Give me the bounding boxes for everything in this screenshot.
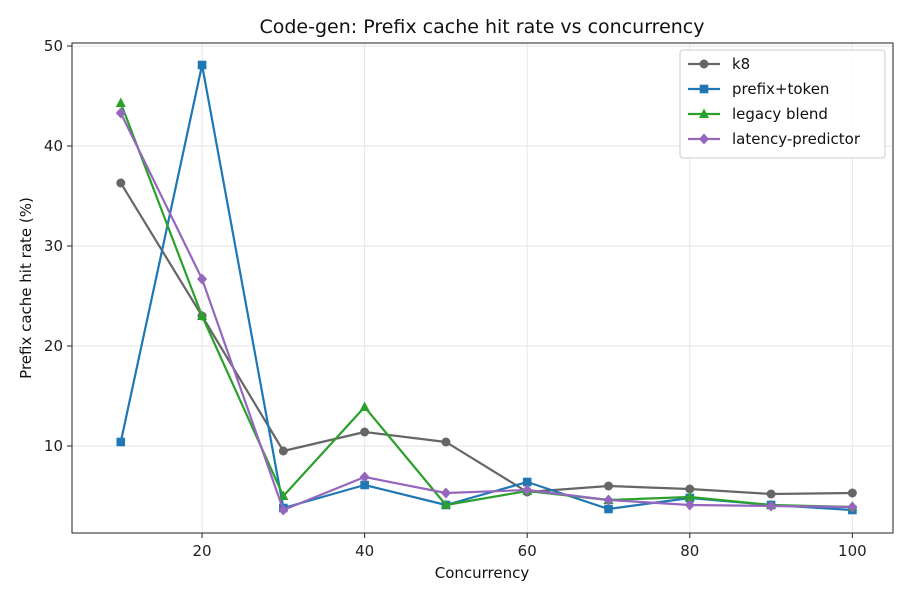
series-k8 <box>116 178 857 499</box>
data-point-legacy-blend <box>278 490 289 500</box>
legend-entry-legacy-blend: legacy blend <box>688 105 828 123</box>
plot-area <box>115 60 858 516</box>
data-point-k8 <box>847 488 857 498</box>
y-tick-label: 10 <box>44 437 63 455</box>
data-point-legacy-blend <box>197 310 208 320</box>
legend-label: prefix+token <box>732 80 829 98</box>
x-axis-label: Concurrency <box>435 564 530 582</box>
data-point-latency-predictor <box>684 499 695 511</box>
data-point-k8 <box>603 481 613 491</box>
data-point-prefix-token <box>604 504 613 514</box>
data-point-latency-predictor <box>847 501 858 513</box>
legend-entry-prefix-token: prefix+token <box>688 80 829 98</box>
x-tick-label: 80 <box>680 542 699 560</box>
plot-frame <box>71 42 894 534</box>
y-axis-label: Prefix cache hit rate (%) <box>17 197 35 379</box>
data-point-latency-predictor <box>197 273 208 285</box>
legend-label: legacy blend <box>732 105 828 123</box>
x-tick-label: 60 <box>518 542 537 560</box>
data-point-prefix-token <box>197 60 207 70</box>
data-point-k8 <box>116 178 126 188</box>
series-legacy-blend <box>115 97 858 511</box>
y-tick-label: 20 <box>44 337 63 355</box>
legend-label: latency-predictor <box>732 130 861 148</box>
legend-entry-latency-predictor: latency-predictor <box>688 130 861 148</box>
legend-marker <box>699 84 709 94</box>
legend-box <box>679 49 886 159</box>
series-line-legacy-blend <box>119 102 853 509</box>
data-point-latency-predictor <box>440 487 451 499</box>
data-point-latency-predictor <box>278 504 289 516</box>
y-tick-label: 40 <box>44 137 63 155</box>
data-point-prefix-token <box>360 480 369 490</box>
data-point-latency-predictor <box>115 107 126 119</box>
data-point-latency-predictor <box>603 494 614 506</box>
data-point-k8 <box>685 484 695 494</box>
data-point-legacy-blend <box>115 97 126 107</box>
data-point-k8 <box>441 437 451 447</box>
axis-ticks: 20 40 60 80 100 10 20 30 40 50 <box>44 37 867 560</box>
chart-title: Code-gen: Prefix cache hit rate vs concu… <box>259 16 704 38</box>
series-line-latency-predictor <box>119 112 853 512</box>
data-point-prefix-token <box>116 437 126 447</box>
data-point-legacy-blend <box>440 499 451 509</box>
data-point-prefix-token <box>522 477 532 487</box>
legend-label: k8 <box>732 55 750 73</box>
legend: k8 prefix+token legacy blend latency-predic… <box>679 49 886 159</box>
series-line-k8 <box>119 182 853 496</box>
series-latency-predictor <box>115 107 858 516</box>
legend-marker <box>699 59 709 69</box>
data-point-k8 <box>360 427 370 437</box>
legend-marker <box>699 133 709 145</box>
data-point-latency-predictor <box>766 500 777 512</box>
data-point-latency-predictor <box>359 471 370 483</box>
y-tick-label: 30 <box>44 237 63 255</box>
data-point-k8 <box>766 489 776 499</box>
legend-marker <box>699 108 709 118</box>
data-point-legacy-blend <box>684 491 695 501</box>
data-point-legacy-blend <box>359 401 370 411</box>
y-tick-label: 50 <box>44 37 63 55</box>
x-tick-label: 20 <box>193 542 212 560</box>
x-tick-label: 100 <box>838 542 867 560</box>
data-point-latency-predictor <box>522 484 533 496</box>
legend-entry-k8: k8 <box>688 55 750 73</box>
data-point-k8 <box>278 446 288 456</box>
x-tick-label: 40 <box>355 542 374 560</box>
